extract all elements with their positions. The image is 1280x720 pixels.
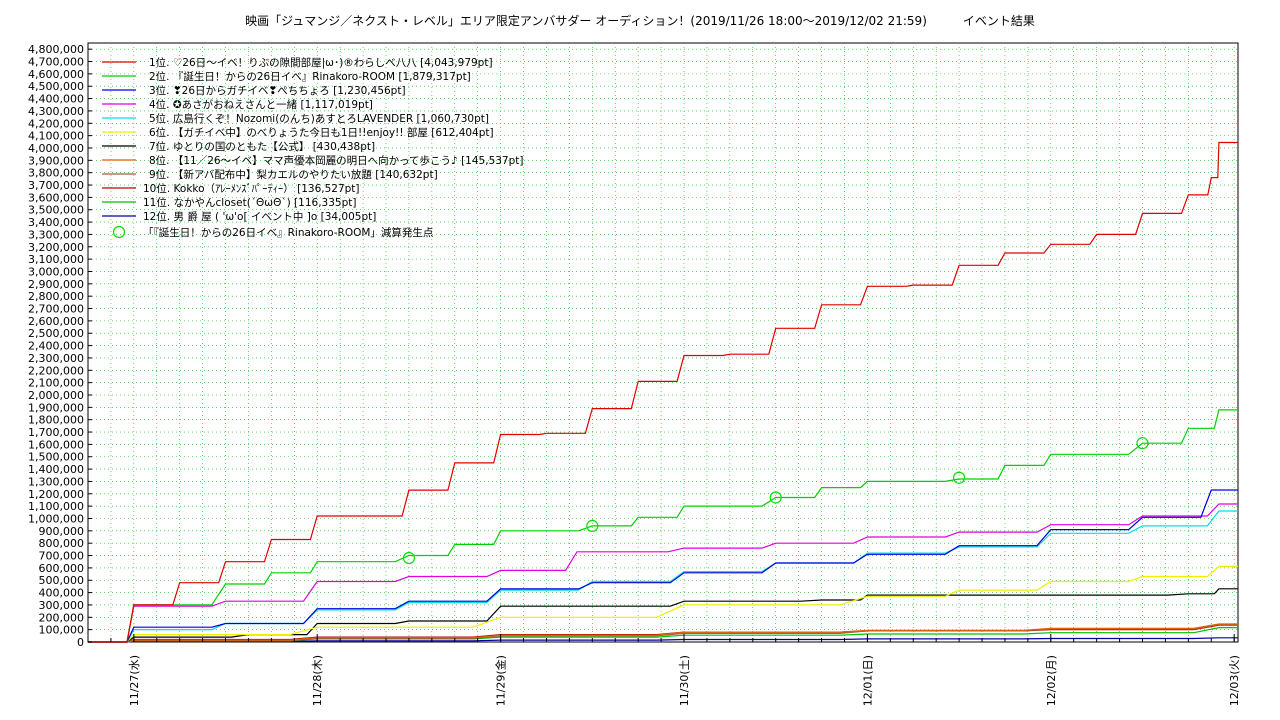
series-line — [88, 141, 1238, 643]
y-tick-label: 4,500,000 — [28, 80, 84, 93]
y-tick-label: 4,200,000 — [28, 117, 84, 130]
y-tick-label: 2,100,000 — [28, 377, 84, 390]
series-line — [88, 623, 1238, 643]
y-tick-label: 1,700,000 — [28, 426, 84, 439]
marker-point — [1136, 437, 1149, 450]
legend-label: 10位. Kokko（ｱﾚｰﾒﾝｽﾞﾊﾟｰﾃｨｰ） [136,527pt] — [143, 182, 360, 195]
y-tick-label: 3,500,000 — [28, 204, 84, 217]
y-tick-label: 3,900,000 — [28, 154, 84, 167]
legend-marker-label: 「『誕生日！からの26日イベ』Rinakoro-ROOM」減算発生点 — [143, 226, 433, 239]
y-tick-label: 1,500,000 — [28, 451, 84, 464]
y-tick-label: 4,800,000 — [28, 43, 84, 56]
y-tick-label: 1,900,000 — [28, 401, 84, 414]
y-tick-label: 2,300,000 — [28, 352, 84, 365]
y-tick-label: 2,700,000 — [28, 303, 84, 316]
y-tick-label: 2,500,000 — [28, 327, 84, 340]
y-tick-label: 2,000,000 — [28, 389, 84, 402]
y-tick-label: 100,000 — [39, 624, 85, 637]
legend-label: 4位. ✪あさがおねえさんと一緒 [1,117,019pt] — [149, 98, 373, 111]
y-tick-label: 1,600,000 — [28, 438, 84, 451]
y-tick-label: 3,100,000 — [28, 253, 84, 266]
chart-title: 映画「ジュマンジ／ネクスト・レベル」エリア限定アンバサダー オーディション！(2… — [245, 14, 1035, 28]
y-tick-label: 2,600,000 — [28, 315, 84, 328]
y-tick-label: 3,000,000 — [28, 265, 84, 278]
y-tick-label: 2,800,000 — [28, 290, 84, 303]
legend: 1位. ♡26日～イベ！りぶの隙間部屋|ω･)®わらしべ八八 [4,043,97… — [102, 56, 524, 239]
legend-label: 8位. 【11／26～イベ】ママ声優本岡麗の明日へ向かって歩こう♪ [145,5… — [149, 154, 524, 167]
y-tick-label: 3,600,000 — [28, 191, 84, 204]
y-tick-label: 1,400,000 — [28, 463, 84, 476]
legend-label: 7位. ゆとりの国のともた【公式】 [430,438pt] — [149, 140, 375, 153]
x-axis: 11/27(水) 11/28(木) 11/29(金) 11/30(土) 12/01(日)… — [87, 634, 1241, 706]
y-tick-label: 700,000 — [39, 550, 85, 563]
y-tick-label: 600,000 — [39, 562, 85, 575]
x-tick-label: 11/28(木) — [311, 655, 324, 706]
y-tick-label: 0 — [77, 636, 84, 649]
legend-label: 1位. ♡26日～イベ！りぶの隙間部屋|ω･)®わらしべ八八 [4,043,97… — [149, 56, 493, 69]
y-tick-label: 1,300,000 — [28, 475, 84, 488]
y-tick-label: 3,200,000 — [28, 241, 84, 254]
y-tick-label: 2,900,000 — [28, 278, 84, 291]
legend-label: 2位. 『誕生日！からの26日イベ』Rinakoro-ROOM [1,879,3… — [149, 70, 471, 83]
x-tick-label: 12/01(日) — [861, 655, 874, 706]
y-tick-label: 4,000,000 — [28, 142, 84, 155]
marker-point — [402, 551, 416, 565]
series-line — [88, 565, 1238, 643]
x-tick-label: 12/03(火) — [1228, 655, 1241, 706]
y-tick-label: 3,400,000 — [28, 216, 84, 229]
y-tick-label: 900,000 — [39, 525, 85, 538]
series-lines — [88, 141, 1238, 643]
legend-label: 5位. 広島行くぞ！Nozomi(のんち)あすとろLAVENDER [1,060… — [149, 112, 489, 125]
y-tick-label: 2,200,000 — [28, 364, 84, 377]
y-tick-label: 4,700,000 — [28, 56, 84, 69]
legend-label: 3位. ❣26日からガチイベ❣ぺちちょろ [1,230,456pt] — [149, 84, 406, 97]
y-tick-label: 4,300,000 — [28, 105, 84, 118]
x-tick-label: 11/27(水) — [128, 655, 141, 706]
y-tick-label: 4,100,000 — [28, 130, 84, 143]
legend-marker-symbol — [112, 225, 126, 239]
y-tick-label: 1,000,000 — [28, 512, 84, 525]
series-line — [88, 489, 1238, 643]
y-tick-label: 4,400,000 — [28, 93, 84, 106]
y-tick-label: 2,400,000 — [28, 340, 84, 353]
y-tick-label: 300,000 — [39, 599, 85, 612]
y-tick-label: 1,200,000 — [28, 488, 84, 501]
y-tick-label: 4,600,000 — [28, 68, 84, 81]
legend-label: 9位. 【新アバ配布中】梨カエルのやりたい放題 [140,632pt] — [149, 168, 438, 181]
marker-point — [952, 471, 966, 484]
legend-label: 12位. 男 爵 屋 ( 'ω'o[ イベント中 ]o [34,005pt] — [143, 210, 376, 223]
legend-label: 6位. 【ガチイベ中】のべりょうた今日も1日!!enjoy!! 部屋 [612,… — [149, 126, 494, 139]
series-line — [88, 503, 1238, 643]
plot-background — [87, 42, 1239, 643]
x-tick-label: 11/29(金) — [494, 655, 508, 706]
y-tick-label: 200,000 — [39, 611, 85, 624]
y-axis: 0100,000200,000300,000400,000500,000600,… — [28, 43, 92, 649]
y-tick-label: 1,800,000 — [28, 414, 84, 427]
series-line — [88, 409, 1238, 643]
y-tick-label: 400,000 — [39, 587, 85, 600]
y-tick-label: 500,000 — [39, 574, 85, 587]
y-tick-label: 800,000 — [39, 537, 85, 550]
y-tick-label: 3,700,000 — [28, 179, 84, 192]
y-tick-label: 1,100,000 — [28, 500, 84, 513]
y-tick-label: 3,800,000 — [28, 167, 84, 180]
marker-point — [769, 491, 782, 504]
x-tick-label: 12/02(月) — [1045, 655, 1058, 706]
y-tick-label: 3,300,000 — [28, 228, 84, 241]
marker-points — [402, 437, 1149, 565]
x-tick-label: 11/30(土) — [678, 655, 691, 706]
marker-point — [586, 519, 599, 533]
legend-label: 11位. なかやんcloset(´ΘωΘ`) [116,335pt] — [143, 196, 356, 209]
